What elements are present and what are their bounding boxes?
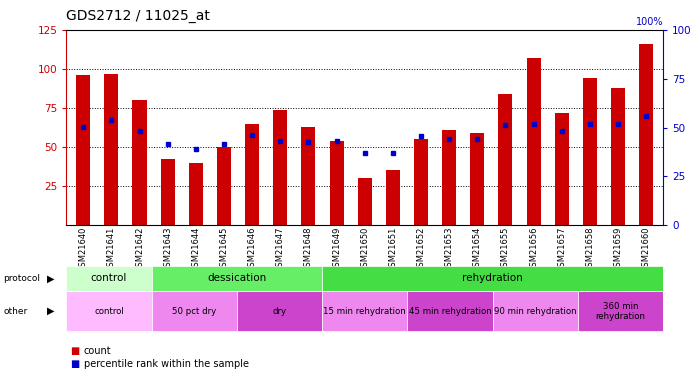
Bar [133,100,147,225]
Bar [639,44,653,225]
Bar [76,75,90,225]
Bar [578,291,663,331]
Bar [302,127,315,225]
Bar [442,130,456,225]
Bar [322,291,408,331]
Text: percentile rank within the sample: percentile rank within the sample [84,359,248,369]
Text: ▶: ▶ [47,273,55,284]
Bar [151,266,322,291]
Bar [414,139,428,225]
Text: 100%: 100% [636,17,663,27]
Text: 90 min rehydration: 90 min rehydration [494,307,577,316]
Text: ▶: ▶ [47,306,55,316]
Bar [273,110,288,225]
Bar [161,159,174,225]
Bar [470,133,484,225]
Bar [217,147,231,225]
Text: 15 min rehydration: 15 min rehydration [323,307,406,316]
Bar [151,291,237,331]
Text: protocol: protocol [3,274,40,283]
Text: rehydration: rehydration [462,273,523,284]
Text: control: control [94,307,124,316]
Text: control: control [91,273,127,284]
Text: ■: ■ [70,346,79,355]
Bar [245,124,259,225]
Bar [188,163,203,225]
Bar [357,178,372,225]
Text: other: other [3,307,28,316]
Text: GDS2712 / 11025_at: GDS2712 / 11025_at [66,9,210,23]
Text: dry: dry [272,307,286,316]
Bar [583,78,597,225]
Text: count: count [84,346,112,355]
Bar [66,291,151,331]
Text: dessication: dessication [207,273,267,284]
Bar [555,112,569,225]
Bar [526,58,541,225]
Bar [386,170,400,225]
Bar [408,291,493,331]
Text: 50 pct dry: 50 pct dry [172,307,216,316]
Bar [329,141,343,225]
Text: 45 min rehydration: 45 min rehydration [408,307,491,316]
Bar [66,266,151,291]
Bar [493,291,578,331]
Bar [322,266,663,291]
Text: 360 min
rehydration: 360 min rehydration [595,302,646,321]
Bar [104,74,119,225]
Bar [611,88,625,225]
Text: ■: ■ [70,359,79,369]
Bar [237,291,322,331]
Bar [498,94,512,225]
